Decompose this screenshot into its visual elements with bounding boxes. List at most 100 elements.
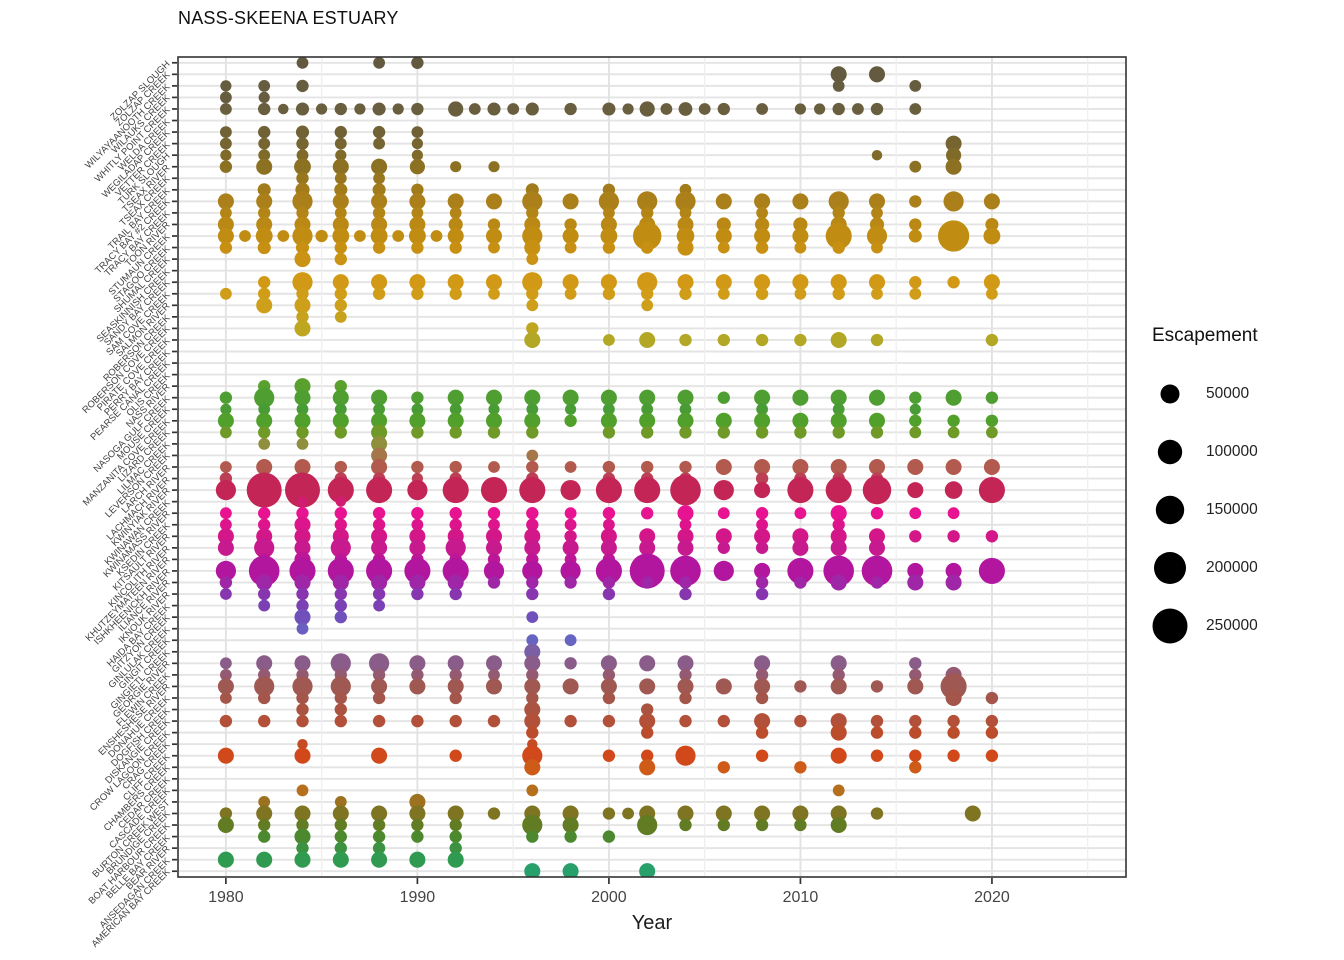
bubble xyxy=(679,576,692,589)
bubble xyxy=(526,784,539,797)
bubble xyxy=(602,807,616,820)
legend-value: 150000 xyxy=(1206,501,1258,518)
bubble xyxy=(258,818,271,832)
bubble xyxy=(507,103,520,115)
bubble xyxy=(296,137,309,150)
bubble xyxy=(285,472,320,508)
x-tick-label: 2000 xyxy=(591,889,627,906)
legend-item: 150000 xyxy=(1148,481,1344,539)
bubble xyxy=(564,576,577,589)
bubble xyxy=(660,103,673,115)
bubble xyxy=(870,807,884,820)
bubble xyxy=(411,460,424,474)
bubble xyxy=(909,668,922,682)
bubble xyxy=(868,389,886,406)
bubble xyxy=(409,528,426,545)
bubble xyxy=(334,403,347,416)
bubble xyxy=(947,426,960,439)
bubble xyxy=(372,714,386,728)
chart-title: NASS-SKEENA ESTUARY xyxy=(178,8,399,28)
bubble xyxy=(370,227,388,245)
bubble xyxy=(354,103,366,115)
bubble xyxy=(937,220,970,252)
bubble xyxy=(985,714,999,728)
bubble xyxy=(372,241,386,254)
bubble xyxy=(639,655,656,672)
bubble xyxy=(524,643,541,660)
bubble xyxy=(679,460,692,474)
bubble xyxy=(526,576,539,589)
bubble xyxy=(217,539,234,556)
bubble xyxy=(522,745,543,766)
bubble xyxy=(525,102,539,116)
bubble xyxy=(217,227,234,245)
bubble xyxy=(256,412,273,429)
bubble xyxy=(677,239,694,256)
bubble xyxy=(449,587,462,601)
legend-value: 250000 xyxy=(1206,617,1258,634)
bubble xyxy=(366,477,393,504)
bubble xyxy=(448,217,463,232)
bubble xyxy=(256,193,273,210)
bubble xyxy=(409,193,426,210)
bubble xyxy=(488,518,500,531)
bubble xyxy=(634,477,661,504)
bubble xyxy=(296,149,309,162)
bubble xyxy=(717,714,730,728)
bubble xyxy=(411,714,424,728)
bubble xyxy=(256,655,273,672)
bubble xyxy=(713,560,734,582)
bubble xyxy=(294,158,311,176)
bubble xyxy=(409,412,426,429)
bubble xyxy=(219,807,233,820)
bubble xyxy=(334,172,347,185)
bubble xyxy=(907,458,924,476)
bubble xyxy=(947,276,960,289)
bubble xyxy=(409,655,426,672)
bubble xyxy=(794,333,807,347)
bubble xyxy=(409,678,426,695)
bubble xyxy=(332,389,349,406)
bubble xyxy=(295,125,310,139)
bubble xyxy=(755,241,769,254)
bubble xyxy=(677,412,694,429)
bubble xyxy=(296,587,309,601)
legend-value: 50000 xyxy=(1206,385,1250,402)
bubble xyxy=(717,241,730,254)
bubble xyxy=(852,103,864,115)
bubble xyxy=(679,818,692,832)
bubble xyxy=(371,158,388,175)
bubble xyxy=(294,378,311,395)
bubble xyxy=(564,287,577,300)
bubble xyxy=(639,678,656,695)
bubble xyxy=(909,391,922,404)
bubble xyxy=(522,560,543,582)
bubble xyxy=(487,714,501,728)
bubble xyxy=(217,747,234,764)
x-axis-title: Year xyxy=(631,912,673,934)
bubble xyxy=(526,691,539,705)
bubble xyxy=(219,576,233,589)
bubble xyxy=(256,458,273,476)
bubble xyxy=(294,412,311,429)
bubble xyxy=(294,828,311,845)
bubble xyxy=(296,599,309,612)
bubble xyxy=(392,103,404,115)
bubble xyxy=(676,227,695,245)
bubble xyxy=(447,805,464,822)
bubble xyxy=(639,863,656,877)
bubble xyxy=(447,227,464,245)
bubble xyxy=(526,668,539,682)
bubble xyxy=(411,426,424,439)
bubble xyxy=(641,426,654,439)
bubble xyxy=(411,138,423,150)
bubble xyxy=(372,668,386,682)
bubble xyxy=(602,426,616,439)
bubble xyxy=(371,216,388,233)
bubble xyxy=(675,191,696,212)
bubble xyxy=(909,218,922,231)
bubble xyxy=(373,172,385,185)
bubble xyxy=(485,528,503,545)
bubble xyxy=(830,505,847,522)
